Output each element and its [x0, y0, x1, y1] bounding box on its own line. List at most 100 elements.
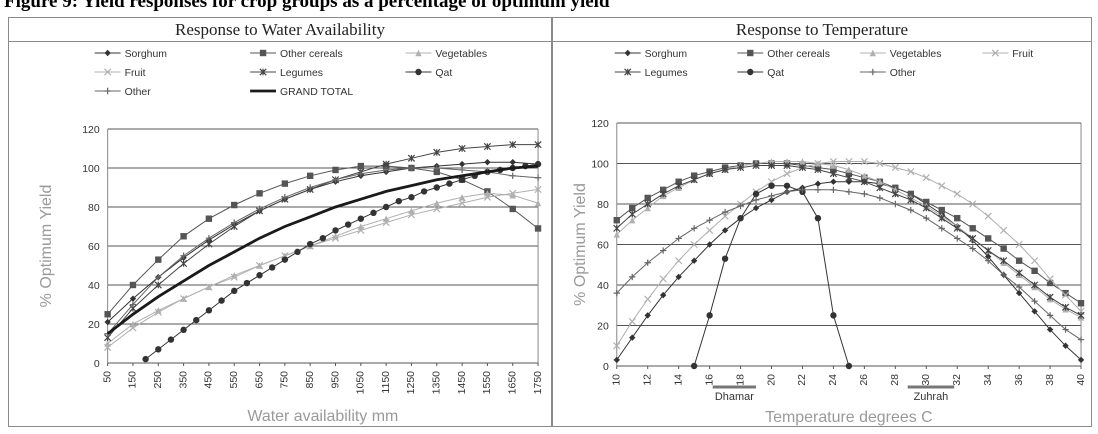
water-x-tick-label: 250	[153, 371, 164, 389]
water-point-other-cereals	[306, 172, 314, 179]
water-point-qat	[294, 248, 301, 256]
water-x-tick-label: 50	[102, 371, 113, 383]
temp-point-vegetables	[876, 178, 884, 185]
water-point-other-cereals	[534, 225, 542, 232]
temp-point-other	[737, 202, 744, 210]
water-point-qat	[306, 240, 314, 248]
temp-legend-marker	[747, 68, 754, 76]
temp-point-legumes	[783, 161, 791, 170]
temp-point-legumes	[845, 174, 853, 182]
temp-y-tick-label: 80	[597, 200, 609, 211]
temp-point-other	[861, 190, 868, 198]
water-point-qat	[344, 221, 352, 228]
water-chart: 0 20 40 60 80 100 120 50 150 250 350 450 550 650 750 85…	[38, 49, 544, 425]
temp-y-tick-label: 60	[597, 240, 609, 251]
water-point-fruit	[433, 205, 441, 213]
temp-point-fruit	[969, 200, 977, 208]
water-point-other	[129, 301, 137, 308]
water-point-qat	[269, 264, 276, 271]
temp-point-other-cereals	[938, 206, 945, 214]
water-x-tick-label: 1250	[406, 371, 417, 395]
temp-point-legumes	[1061, 303, 1070, 311]
water-point-fruit	[407, 211, 416, 219]
water-point-legumes	[382, 160, 390, 168]
temp-point-fruit	[1046, 275, 1054, 283]
temp-point-fruit	[891, 163, 899, 172]
water-point-qat	[357, 215, 365, 222]
temp-point-legumes	[1077, 311, 1085, 319]
temp-point-vegetables	[644, 204, 651, 212]
temp-point-qat	[752, 190, 760, 198]
water-legend-label: Legumes	[280, 68, 323, 79]
temp-line-qat	[693, 185, 850, 367]
temp-point-sorghum	[1077, 356, 1085, 364]
temp-point-qat	[845, 362, 853, 370]
water-point-vegetables	[534, 199, 542, 207]
temp-point-legumes	[1000, 257, 1008, 265]
water-point-fruit	[534, 185, 542, 194]
water-legend-item-fruit: Fruit	[94, 68, 146, 79]
temp-series-fruit	[613, 157, 1085, 350]
temp-point-other	[907, 206, 914, 214]
temp-point-qat	[814, 214, 822, 222]
temp-point-qat	[690, 362, 698, 370]
water-point-other	[332, 176, 339, 183]
temp-point-other-cereals	[675, 178, 682, 185]
water-y-tick-label: 60	[88, 242, 100, 253]
water-legend-label: Other cereals	[280, 49, 343, 60]
water-series-fruit	[104, 185, 542, 352]
temp-point-qat	[706, 312, 713, 319]
temp-legend-label: Other	[890, 68, 917, 79]
water-y-tick-label: 40	[88, 281, 100, 292]
temp-point-legumes	[984, 246, 992, 255]
temp-x-tick-label: 22	[797, 374, 808, 386]
temp-point-fruit	[675, 257, 683, 265]
temp-point-fruit	[1015, 240, 1023, 249]
temp-point-other	[783, 188, 791, 196]
water-legend-item-legumes: Legumes	[250, 68, 323, 79]
temp-point-other	[613, 289, 620, 297]
temp-point-other-cereals	[629, 204, 636, 212]
temp-x-tick-label: 14	[673, 374, 684, 386]
temp-legend-marker	[624, 68, 632, 76]
water-legend-item-other: Other	[94, 87, 151, 98]
water-point-fruit	[509, 189, 517, 197]
temp-x-tick-label: 32	[952, 374, 963, 386]
water-point-other-cereals	[332, 166, 339, 174]
temp-point-fruit	[860, 157, 868, 166]
temp-y-tick-label: 40	[597, 281, 609, 292]
temp-point-other	[721, 208, 729, 216]
water-point-qat	[382, 203, 390, 211]
temp-point-other	[768, 192, 775, 200]
temp-point-other	[1015, 283, 1023, 291]
temp-point-vegetables	[845, 166, 853, 173]
water-legend-item-qat: Qat	[405, 68, 452, 79]
temp-point-fruit	[706, 226, 714, 234]
water-point-legumes	[534, 140, 542, 149]
water-x-tick-label: 1650	[508, 371, 519, 395]
water-point-qat	[218, 297, 225, 304]
temp-point-other	[1077, 336, 1085, 343]
temp-x-tick-label: 18	[735, 374, 746, 386]
temp-point-other-cereals	[660, 186, 667, 194]
water-point-fruit	[154, 308, 162, 316]
temp-point-other	[644, 259, 651, 266]
water-point-fruit	[230, 273, 238, 281]
temp-point-other	[876, 194, 884, 202]
water-point-legumes	[407, 154, 416, 162]
temp-point-fruit	[644, 295, 652, 303]
water-point-qat	[395, 197, 402, 205]
temp-legend-label: Fruit	[1012, 49, 1033, 60]
water-x-tick-label: 1350	[432, 371, 443, 395]
water-point-other-cereals	[205, 215, 213, 222]
temp-point-fruit	[659, 275, 667, 283]
temp-x-tick-label: 20	[766, 374, 777, 386]
temperature-chart-title: Response to Temperature	[553, 18, 1091, 42]
temp-y-axis-title: % Optimum Yield	[572, 183, 589, 306]
temp-annotation-zuhrah: Zuhrah	[914, 391, 949, 403]
water-point-qat	[433, 184, 440, 191]
water-point-fruit	[483, 193, 492, 201]
temp-point-legumes	[876, 184, 884, 192]
water-point-other	[458, 166, 466, 174]
temp-point-fruit	[783, 170, 791, 178]
